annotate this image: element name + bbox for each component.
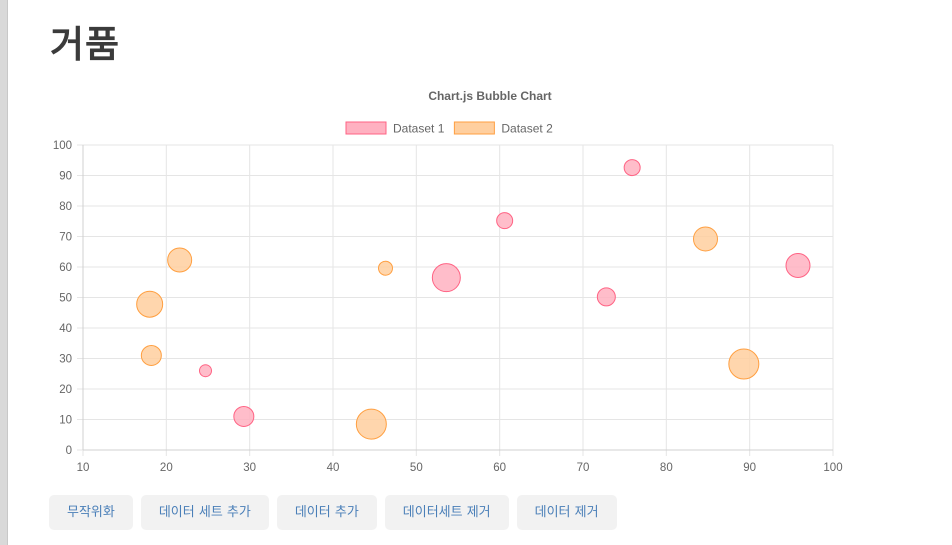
- remove-dataset-button[interactable]: 데이터세트 제거: [384, 495, 509, 530]
- remove-data-button[interactable]: 데이터 제거: [516, 495, 617, 530]
- bubble-dataset-2: [693, 226, 718, 252]
- x-tick-label: 10: [77, 462, 90, 474]
- bubble-dataset-2: [728, 348, 760, 380]
- bubble-chart: Chart.js Bubble Chart Dataset 1 Dataset 2 1…: [53, 89, 843, 474]
- x-tick-label: 20: [160, 462, 173, 474]
- bubble-dataset-1: [496, 212, 514, 230]
- y-tick-label: 20: [59, 384, 72, 396]
- legend-swatch-1: [345, 121, 387, 135]
- y-tick-label: 90: [59, 171, 72, 183]
- y-tick-label: 10: [59, 415, 72, 427]
- legend-swatch-2: [453, 121, 495, 135]
- x-tick-label: 60: [493, 462, 506, 474]
- legend-label-1: Dataset 1: [393, 122, 445, 136]
- x-tick-label: 80: [660, 462, 673, 474]
- add-dataset-button[interactable]: 데이터 세트 추가: [140, 495, 269, 530]
- page-title: 거품: [50, 23, 121, 66]
- bubble-dataset-2: [378, 260, 393, 276]
- bubble-dataset-1: [596, 287, 616, 307]
- chart-title: Chart.js Bubble Chart: [428, 89, 551, 103]
- y-tick-label: 30: [59, 354, 72, 366]
- x-tick-label: 50: [410, 462, 423, 474]
- bubble-dataset-2: [355, 408, 387, 440]
- bubble-dataset-1: [233, 405, 255, 427]
- bubble-dataset-1: [623, 159, 641, 177]
- x-tick-label: 40: [327, 462, 340, 474]
- randomize-button[interactable]: 무작위화: [49, 495, 133, 530]
- x-tick-label: 100: [823, 462, 842, 474]
- y-tick-label: 50: [59, 293, 72, 305]
- x-tick-label: 70: [577, 462, 590, 474]
- x-tick-label: 90: [743, 462, 756, 474]
- y-tick-label: 100: [53, 140, 72, 152]
- add-data-button[interactable]: 데이터 추가: [276, 495, 377, 530]
- bubble-dataset-2: [167, 247, 193, 273]
- bubble-dataset-2: [136, 290, 164, 318]
- bubble-dataset-2: [140, 344, 162, 366]
- window-left-edge: [0, 0, 8, 545]
- y-tick-label: 80: [59, 201, 72, 213]
- y-tick-label: 0: [66, 445, 72, 457]
- legend-label-2: Dataset 2: [501, 122, 553, 136]
- bubble-dataset-1: [431, 263, 461, 293]
- x-tick-label: 30: [243, 462, 256, 474]
- y-tick-label: 60: [59, 262, 72, 274]
- bubble-dataset-1: [199, 364, 212, 378]
- bubble-dataset-1: [785, 252, 811, 278]
- y-tick-label: 40: [59, 323, 72, 335]
- chart-actions: 무작위화 데이터 세트 추가 데이터 추가 데이터세트 제거 데이터 제거: [49, 495, 617, 530]
- y-tick-label: 70: [59, 232, 72, 244]
